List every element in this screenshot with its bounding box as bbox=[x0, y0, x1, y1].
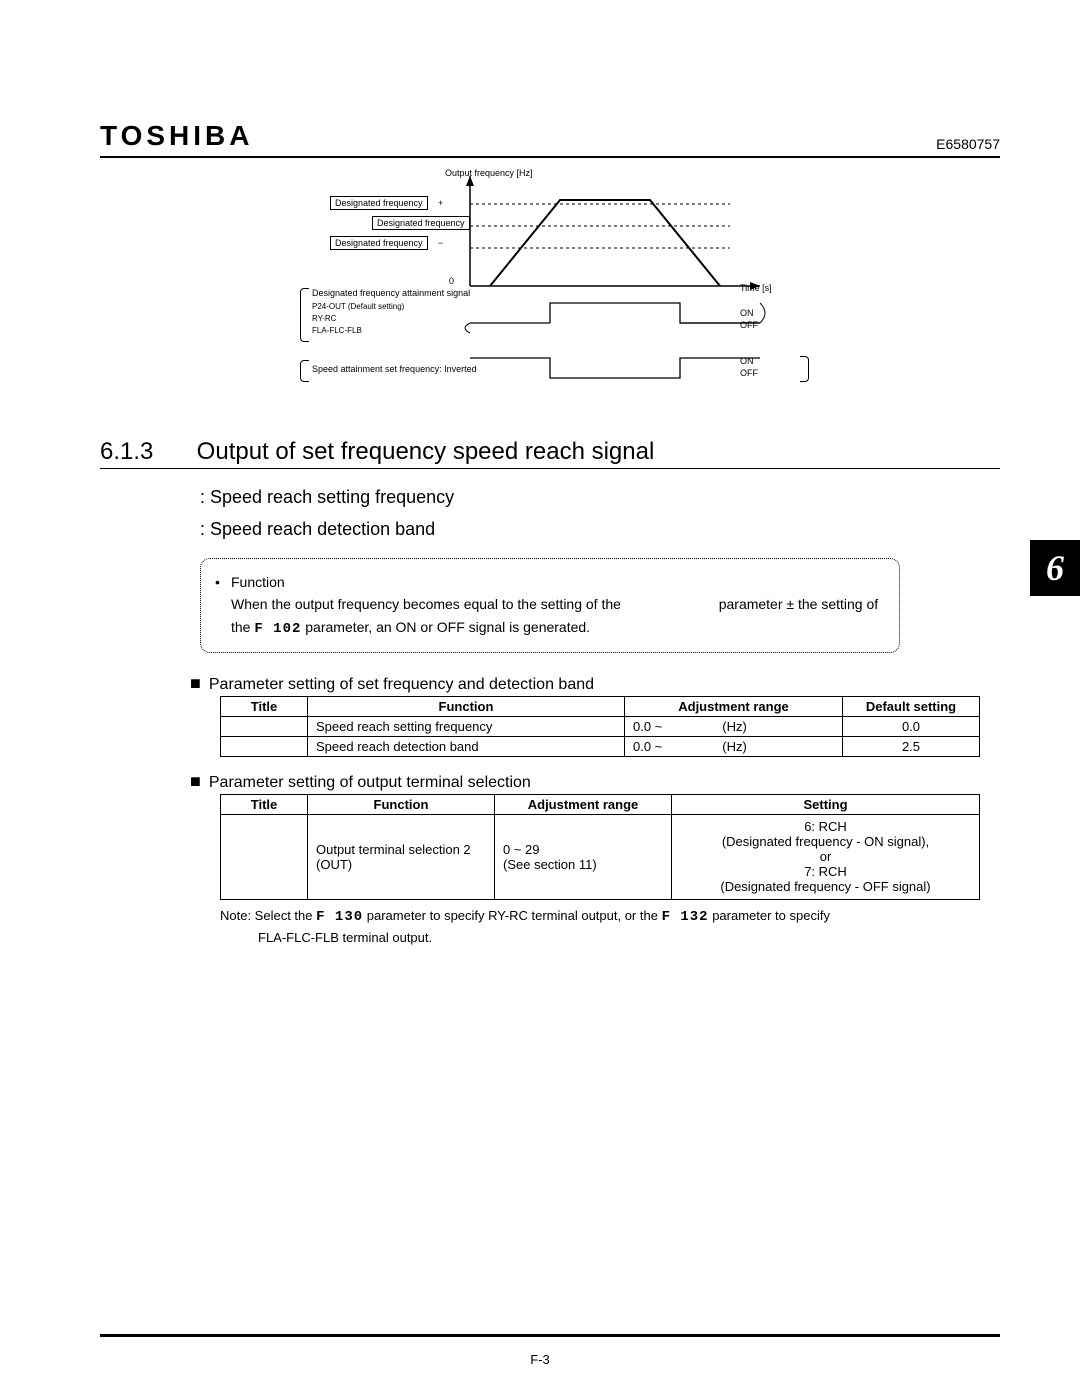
note-text: Note: Select the F 130 parameter to spec… bbox=[220, 906, 1000, 948]
diag-attain-l3: FLA-FLC-FLB bbox=[312, 326, 362, 335]
t2-h3: Adjustment range bbox=[495, 794, 672, 814]
function-box: Function When the output frequency becom… bbox=[200, 558, 900, 653]
t2-r1c2: Output terminal selection 2 (OUT) bbox=[308, 814, 495, 899]
t1-r2c2: Speed reach detection band bbox=[308, 736, 625, 756]
t2-r1c3: 0 ~ 29 (See section 11) bbox=[495, 814, 672, 899]
t1-r1c3a: 0.0 ~ bbox=[633, 719, 662, 734]
t1-r2c3b: (Hz) bbox=[722, 739, 747, 754]
subparam-2: : Speed reach detection band bbox=[200, 513, 1000, 545]
pulse1-on: ON bbox=[740, 308, 754, 318]
t1-h3: Adjustment range bbox=[625, 696, 843, 716]
funcbox-line1b: parameter ± the setting of bbox=[719, 596, 878, 612]
funcbox-line2b: parameter, an ON or OFF signal is genera… bbox=[301, 619, 590, 635]
diag-inverted-lbl: Speed attainment set frequency: Inverted bbox=[312, 364, 477, 374]
t2-h2: Function bbox=[308, 794, 495, 814]
t2-h4: Setting bbox=[672, 794, 980, 814]
block2-heading: Parameter setting of output terminal sel… bbox=[190, 771, 1000, 792]
function-bullet: Function bbox=[231, 571, 881, 593]
diag-plus: + bbox=[438, 198, 443, 208]
x-axis-label: Time [s] bbox=[740, 283, 772, 293]
pulse1-off: OFF bbox=[740, 320, 758, 330]
t1-h1: Title bbox=[221, 696, 308, 716]
funcbox-line2a: the bbox=[231, 619, 254, 635]
t1-r1c2: Speed reach setting frequency bbox=[308, 716, 625, 736]
t2-r1c4: 6: RCH (Designated frequency - ON signal… bbox=[672, 814, 980, 899]
note-b: parameter to specify RY-RC terminal outp… bbox=[363, 908, 661, 923]
section-title-text: Output of set frequency speed reach sign… bbox=[197, 438, 655, 465]
footer-rule bbox=[100, 1334, 1000, 1337]
diag-minus: − bbox=[438, 238, 443, 248]
note-c: parameter to specify bbox=[709, 908, 830, 923]
note-a: Note: Select the bbox=[220, 908, 316, 923]
diag-zero: 0 bbox=[449, 276, 454, 286]
chapter-tab: 6 bbox=[1030, 540, 1080, 596]
table-param1: Title Function Adjustment range Default … bbox=[220, 696, 980, 757]
section-heading: 6.1.3 Output of set frequency speed reac… bbox=[100, 438, 1000, 469]
t1-r2c4: 2.5 bbox=[843, 736, 980, 756]
diag-box-mid: Designated frequency bbox=[372, 216, 470, 230]
subparam-1: : Speed reach setting frequency bbox=[200, 481, 1000, 513]
diag-attain-l2: RY-RC bbox=[312, 314, 336, 323]
note-d: FLA-FLC-FLB terminal output. bbox=[258, 930, 432, 945]
t1-r1c4: 0.0 bbox=[843, 716, 980, 736]
funcbox-param: F 102 bbox=[254, 621, 301, 637]
doc-number: E6580757 bbox=[936, 136, 1000, 152]
t1-r2c3a: 0.0 ~ bbox=[633, 739, 662, 754]
diag-box-bot: Designated frequency bbox=[330, 236, 428, 250]
diag-attain-l1: P24-OUT (Default setting) bbox=[312, 302, 404, 311]
diag-box-top: Designated frequency bbox=[330, 196, 428, 210]
t1-h4: Default setting bbox=[843, 696, 980, 716]
diag-attain-title: Designated frequency attainment signal bbox=[312, 288, 470, 298]
timing-diagram: Output frequency [Hz] Designated frequen… bbox=[100, 168, 1000, 418]
block1-heading: Parameter setting of set frequency and d… bbox=[190, 673, 1000, 694]
note-p2: F 132 bbox=[662, 909, 709, 925]
section-number: 6.1.3 bbox=[100, 438, 190, 466]
pulse2-off: OFF bbox=[740, 368, 758, 378]
t2-h1: Title bbox=[221, 794, 308, 814]
table-param2: Title Function Adjustment range Setting … bbox=[220, 794, 980, 900]
page-number: F-3 bbox=[0, 1352, 1080, 1367]
note-p1: F 130 bbox=[316, 909, 363, 925]
t1-h2: Function bbox=[308, 696, 625, 716]
pulse2-on: ON bbox=[740, 356, 754, 366]
funcbox-line1a: When the output frequency becomes equal … bbox=[231, 596, 621, 612]
t1-r1c3b: (Hz) bbox=[722, 719, 747, 734]
brand-logo: TOSHIBA bbox=[100, 120, 254, 152]
